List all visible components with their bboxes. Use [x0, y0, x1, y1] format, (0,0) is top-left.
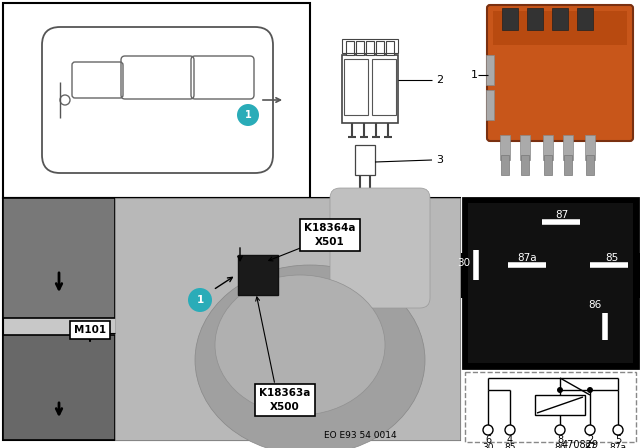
Text: 86: 86	[588, 300, 602, 310]
Text: 87: 87	[584, 444, 596, 448]
FancyBboxPatch shape	[42, 27, 273, 173]
Bar	[520, 135, 530, 160]
Bar	[342, 55, 398, 123]
Bar	[3, 3, 310, 198]
Text: 1: 1	[196, 295, 204, 305]
Bar	[372, 59, 396, 115]
Bar	[521, 155, 529, 175]
Circle shape	[585, 425, 595, 435]
Circle shape	[557, 387, 563, 393]
Bar	[3, 198, 460, 440]
Bar	[501, 155, 509, 175]
Bar	[115, 198, 460, 440]
Ellipse shape	[195, 265, 425, 448]
Text: 2: 2	[436, 75, 444, 85]
Bar	[386, 41, 394, 55]
Bar	[500, 135, 510, 160]
Bar	[564, 155, 572, 175]
Bar	[238, 255, 278, 295]
Text: 3: 3	[436, 155, 444, 165]
Bar	[535, 395, 585, 415]
Bar	[453, 253, 463, 298]
Text: 1: 1	[470, 70, 477, 80]
Circle shape	[505, 425, 515, 435]
Text: 87a: 87a	[609, 444, 627, 448]
Bar	[638, 253, 640, 298]
Bar	[585, 135, 595, 160]
Text: 86: 86	[554, 444, 566, 448]
Bar	[376, 41, 384, 55]
Bar	[586, 155, 594, 175]
Text: 85: 85	[504, 444, 516, 448]
FancyBboxPatch shape	[487, 5, 633, 141]
Circle shape	[188, 288, 212, 312]
Bar	[342, 39, 398, 53]
Bar	[563, 135, 573, 160]
Text: 30: 30	[457, 258, 470, 268]
Text: K18363a
X500: K18363a X500	[259, 388, 310, 412]
Bar	[502, 8, 518, 30]
Bar	[356, 41, 364, 55]
Text: 470829: 470829	[561, 440, 598, 448]
Text: 6: 6	[485, 435, 491, 445]
Bar	[493, 11, 627, 45]
Text: K18364a
X501: K18364a X501	[304, 224, 356, 246]
Text: 4: 4	[507, 435, 513, 445]
Bar	[544, 155, 552, 175]
Bar	[577, 8, 593, 30]
Circle shape	[613, 425, 623, 435]
Bar	[486, 90, 494, 120]
Text: M101: M101	[74, 325, 106, 335]
Bar	[366, 41, 374, 55]
Bar	[346, 41, 354, 55]
Text: 87a: 87a	[517, 253, 537, 263]
Text: 5: 5	[615, 435, 621, 445]
Bar	[355, 145, 375, 175]
Bar	[527, 8, 543, 30]
Text: 87: 87	[556, 210, 568, 220]
Circle shape	[555, 425, 565, 435]
Bar	[3, 198, 115, 318]
Bar	[463, 198, 638, 368]
Bar	[3, 335, 115, 440]
Bar	[486, 55, 494, 85]
Text: 30: 30	[483, 444, 493, 448]
FancyBboxPatch shape	[330, 188, 430, 308]
Bar	[465, 372, 636, 442]
Bar	[543, 135, 553, 160]
Circle shape	[237, 104, 259, 126]
Text: 2: 2	[587, 435, 593, 445]
Text: 1: 1	[244, 110, 252, 120]
Bar	[344, 59, 368, 115]
Circle shape	[587, 387, 593, 393]
Text: 8: 8	[557, 435, 563, 445]
Ellipse shape	[215, 275, 385, 415]
Bar	[468, 203, 633, 363]
Circle shape	[483, 425, 493, 435]
Bar	[552, 8, 568, 30]
Text: 85: 85	[605, 253, 618, 263]
Text: EO E93 54 0014: EO E93 54 0014	[324, 431, 396, 440]
